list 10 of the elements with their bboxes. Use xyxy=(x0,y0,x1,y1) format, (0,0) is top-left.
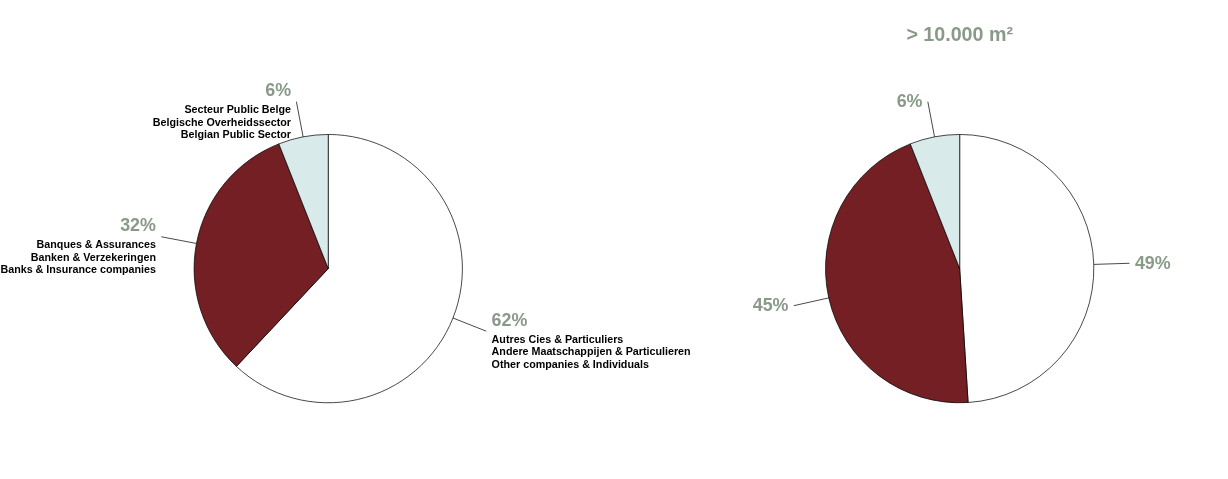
data-label: 45% xyxy=(752,295,789,316)
data-label: 6% xyxy=(896,91,923,112)
data-label: 62% xyxy=(491,309,528,330)
data-label: 49% xyxy=(1134,252,1171,273)
slice-label: Secteur Public Belge Belgische Overheidssector Belgian Public Sector xyxy=(152,103,292,141)
slice-label: Autres Cies & Particuliers Andere Maatschappijen & Particulieren Other companies & Individuals xyxy=(491,332,691,370)
chart-title: > 10.000 m² xyxy=(906,22,1014,45)
data-label: 32% xyxy=(120,215,157,236)
data-label: 6% xyxy=(265,80,292,101)
slice-label: Banques & Assurances Banken & Verzekeringen Banks & Insurance companies xyxy=(0,238,156,276)
